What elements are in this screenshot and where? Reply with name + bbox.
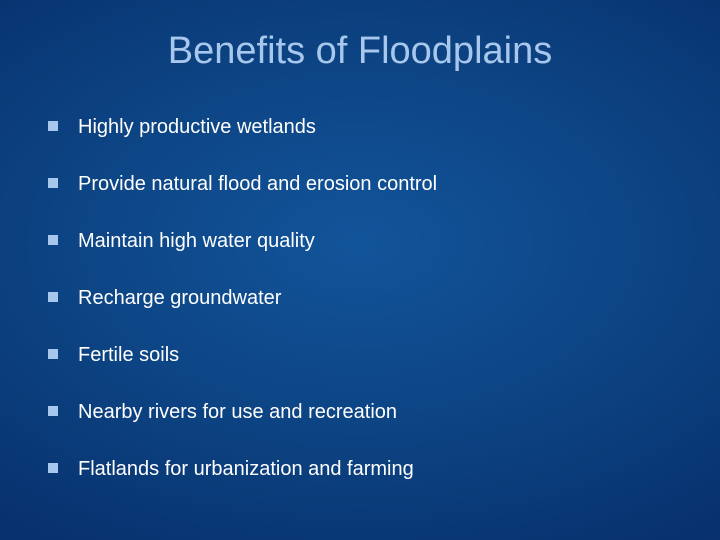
bullet-square-icon	[48, 178, 58, 188]
bullet-square-icon	[48, 406, 58, 416]
bullet-text: Maintain high water quality	[78, 229, 315, 253]
bullet-text: Flatlands for urbanization and farming	[78, 457, 414, 481]
list-item: Maintain high water quality	[48, 229, 672, 253]
bullet-square-icon	[48, 121, 58, 131]
slide-title: Benefits of Floodplains	[48, 30, 672, 73]
list-item: Nearby rivers for use and recreation	[48, 400, 672, 424]
list-item: Fertile soils	[48, 343, 672, 367]
bullet-text: Nearby rivers for use and recreation	[78, 400, 397, 424]
slide-container: Benefits of Floodplains Highly productiv…	[0, 0, 720, 540]
bullet-list: Highly productive wetlands Provide natur…	[48, 115, 672, 481]
bullet-square-icon	[48, 235, 58, 245]
list-item: Recharge groundwater	[48, 286, 672, 310]
bullet-square-icon	[48, 463, 58, 473]
list-item: Highly productive wetlands	[48, 115, 672, 139]
bullet-text: Recharge groundwater	[78, 286, 281, 310]
bullet-square-icon	[48, 349, 58, 359]
list-item: Provide natural flood and erosion contro…	[48, 172, 672, 196]
bullet-square-icon	[48, 292, 58, 302]
list-item: Flatlands for urbanization and farming	[48, 457, 672, 481]
bullet-text: Highly productive wetlands	[78, 115, 316, 139]
bullet-text: Provide natural flood and erosion contro…	[78, 172, 437, 196]
bullet-text: Fertile soils	[78, 343, 179, 367]
